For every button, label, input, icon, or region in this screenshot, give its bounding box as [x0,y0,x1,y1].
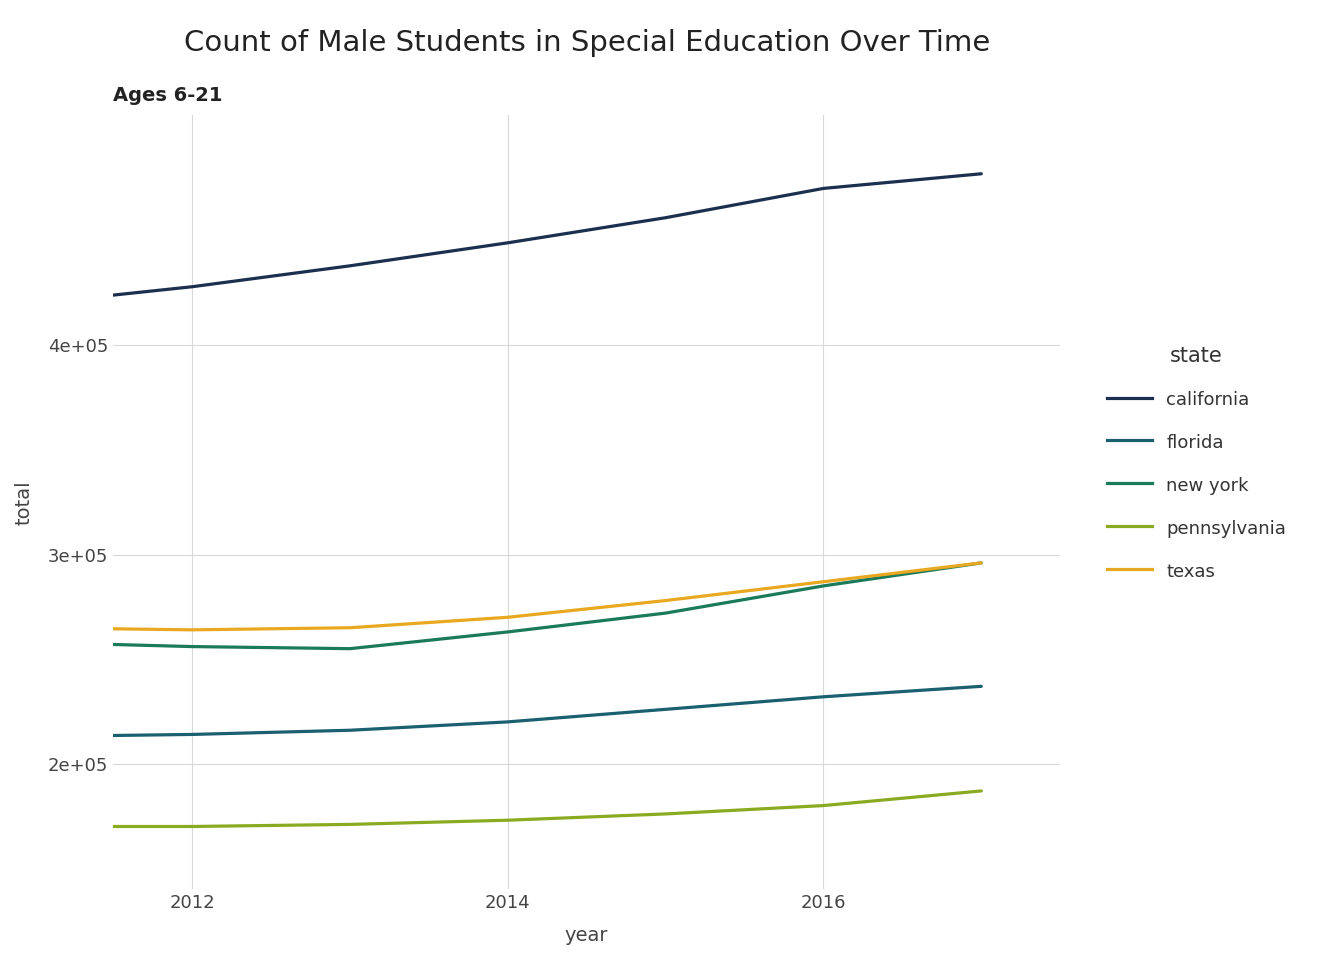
new york [184,641,200,653]
texas [657,595,673,607]
Text: Count of Male Students in Special Education Over Time: Count of Male Students in Special Educat… [184,29,989,57]
california [973,168,989,180]
Line: new york: new york [34,563,981,649]
new york [657,608,673,619]
florida [973,681,989,692]
Line: pennsylvania: pennsylvania [34,791,981,827]
new york [973,557,989,568]
california [26,298,42,309]
texas [26,622,42,634]
california [816,182,832,194]
california [184,281,200,293]
Text: Ages 6-21: Ages 6-21 [113,86,223,106]
new york [26,636,42,648]
pennsylvania [816,800,832,811]
pennsylvania [500,814,516,826]
texas [973,557,989,568]
pennsylvania [657,808,673,820]
florida [341,725,358,736]
florida [500,716,516,728]
florida [184,729,200,740]
pennsylvania [973,785,989,797]
new york [500,626,516,637]
texas [184,624,200,636]
florida [26,731,42,742]
florida [816,691,832,703]
Legend: california, florida, new york, pennsylvania, texas: california, florida, new york, pennsylva… [1098,338,1296,589]
texas [341,622,358,634]
pennsylvania [26,821,42,832]
Y-axis label: total: total [15,480,34,524]
texas [500,612,516,623]
new york [816,580,832,591]
pennsylvania [184,821,200,832]
california [500,237,516,249]
new york [341,643,358,655]
california [341,260,358,272]
pennsylvania [341,819,358,830]
Line: california: california [34,174,981,303]
texas [816,576,832,588]
X-axis label: year: year [564,926,609,945]
Line: texas: texas [34,563,981,630]
california [657,212,673,224]
Line: florida: florida [34,686,981,736]
florida [657,704,673,715]
